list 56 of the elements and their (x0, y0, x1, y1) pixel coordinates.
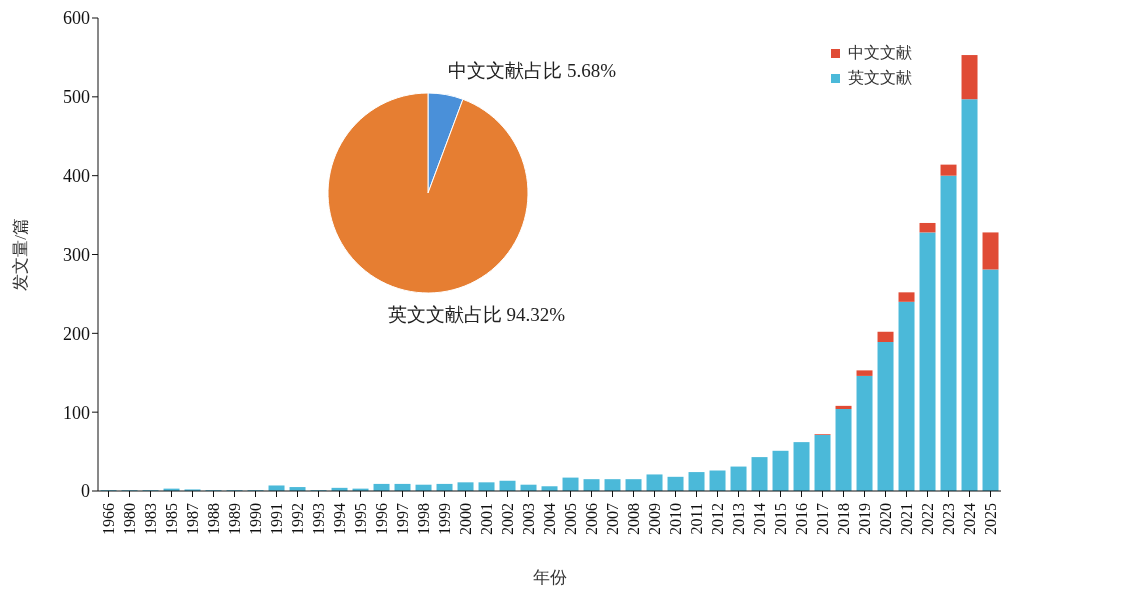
x-tick-label: 2003 (519, 503, 537, 535)
x-tick-label: 2022 (918, 503, 936, 535)
x-tick-label: 2000 (456, 503, 474, 535)
x-tick-label: 2016 (792, 503, 810, 535)
x-tick-label: 2005 (561, 503, 579, 535)
y-tick-label: 500 (63, 87, 90, 108)
x-tick-label: 2001 (477, 503, 495, 535)
legend-label: 中文文献 (848, 43, 912, 63)
x-tick-label: 1993 (309, 503, 327, 535)
x-tick-label: 2023 (939, 503, 957, 535)
x-tick-label: 1966 (99, 503, 117, 535)
x-tick-label: 2012 (708, 503, 726, 535)
x-tick-label: 1996 (372, 503, 390, 535)
x-tick-label: 1992 (288, 503, 306, 535)
x-tick-label: 1989 (225, 503, 243, 535)
x-tick-label: 2011 (687, 503, 705, 535)
x-tick-label: 2025 (981, 503, 999, 535)
x-tick-label: 1994 (330, 503, 348, 535)
x-tick-label: 2021 (897, 503, 915, 535)
x-tick-label: 1990 (246, 503, 264, 535)
x-axis-title: 年份 (532, 568, 567, 588)
x-tick-label: 1980 (120, 503, 138, 535)
x-tick-label: 1999 (435, 503, 453, 535)
y-tick-label: 300 (63, 244, 90, 265)
y-tick-label: 200 (63, 323, 90, 344)
x-tick-label: 1995 (351, 503, 369, 535)
x-tick-label: 2018 (834, 503, 852, 535)
legend-label: 英文文献 (848, 68, 912, 88)
x-tick-label: 2019 (855, 503, 873, 535)
y-axis-title: 发文量/篇 (11, 218, 31, 291)
y-tick-label: 0 (81, 481, 90, 502)
x-tick-label: 2020 (876, 503, 894, 535)
y-tick-label: 400 (63, 166, 90, 187)
slice-label: 英文文献占比 94.32% (387, 304, 566, 326)
x-tick-label: 2015 (771, 503, 789, 535)
y-tick-label: 100 (63, 402, 90, 423)
x-tick-label: 2010 (666, 503, 684, 535)
x-tick-label: 1997 (393, 503, 411, 535)
x-tick-label: 2008 (624, 503, 642, 535)
slice-label: 中文文献占比 5.68% (448, 59, 617, 81)
x-tick-label: 1983 (141, 503, 159, 535)
x-tick-label: 1988 (204, 503, 222, 535)
x-tick-label: 2007 (603, 503, 621, 535)
y-tick-label: 600 (63, 8, 90, 29)
x-tick-label: 2024 (960, 503, 978, 535)
x-tick-label: 1998 (414, 503, 432, 535)
x-tick-label: 1991 (267, 503, 285, 535)
x-tick-label: 2017 (813, 503, 831, 535)
x-tick-label: 2002 (498, 503, 516, 535)
x-tick-label: 2009 (645, 503, 663, 535)
x-tick-label: 2006 (582, 503, 600, 535)
x-tick-label: 2004 (540, 503, 558, 535)
x-tick-label: 1985 (162, 503, 180, 535)
x-tick-label: 2014 (750, 503, 768, 535)
x-tick-label: 1987 (183, 503, 201, 535)
x-tick-label: 2013 (729, 503, 747, 535)
